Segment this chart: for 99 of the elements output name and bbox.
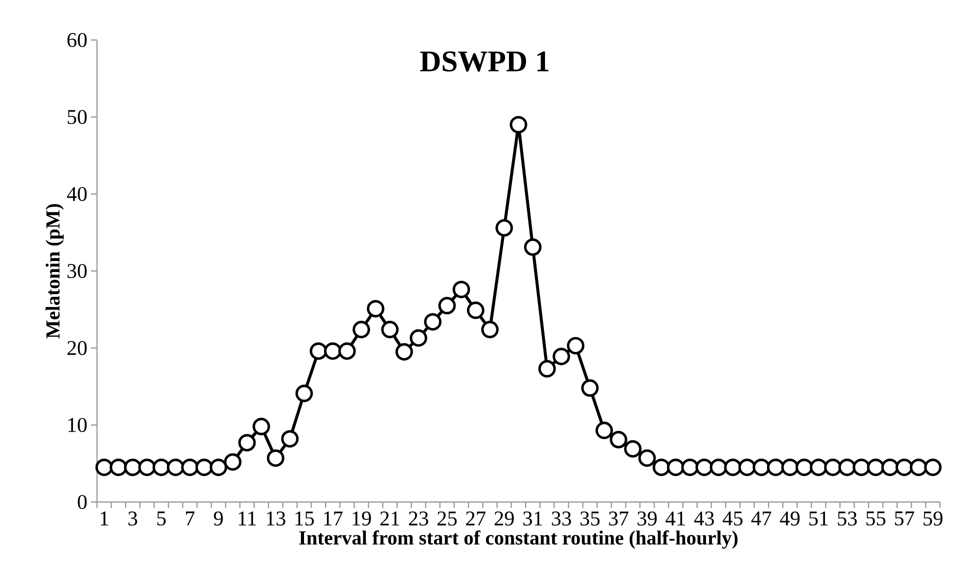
point [666,458,684,476]
point [324,342,342,360]
point [210,458,228,476]
point [295,384,313,402]
point [510,116,528,134]
x-tick-label: 59 [924,512,942,526]
x-tick-label: 51 [809,512,828,526]
x-tick-label: 41 [666,512,685,526]
point [395,343,413,361]
x-tick-label: 11 [238,512,256,526]
point [924,458,942,476]
x-tick-label: 23 [408,512,428,526]
point [910,458,928,476]
x-tick-label: 25 [438,512,457,526]
point [566,336,584,354]
x-tick-label: 45 [722,512,742,526]
y-tick-label: 60 [67,32,87,48]
point [881,458,899,476]
point [738,458,756,476]
chart-title: DSWPD 1 [420,51,548,72]
x-tick-label: 37 [609,512,628,526]
y-tick-label: 0 [78,494,87,510]
point [110,458,128,476]
x-tick-label: 57 [895,512,914,526]
point [181,458,199,476]
point [281,430,299,448]
point [124,458,142,476]
point [138,458,156,476]
x-tick-label: 5 [157,512,166,526]
point [224,453,242,471]
point [238,434,256,452]
x-tick-label: 13 [266,512,286,526]
point [195,458,213,476]
y-tick-label: 40 [66,186,87,202]
point [366,300,384,318]
x-tick-label: 43 [694,512,714,526]
point [896,458,914,476]
x-tick-label: 27 [466,512,486,526]
y-tick-label: 10 [68,418,87,432]
y-tick-label: 20 [67,340,87,356]
point [481,320,499,338]
point [95,458,113,476]
x-axis-title: Interval from start of constant routine (half-hourly) [299,530,738,549]
point [866,458,884,476]
y-axis-title: Melatonin (pM) [46,204,64,338]
x-tick-label: 1 [100,512,108,526]
point [810,458,828,476]
point [638,449,656,467]
x-tick-label: 9 [214,512,223,526]
point [338,342,356,360]
point [466,302,484,320]
point [538,360,556,378]
x-tick-label: 15 [296,512,314,526]
x-tick-label: 29 [494,512,514,526]
point [781,458,799,476]
point [252,418,270,436]
x-tick-label: 53 [838,512,857,526]
point [424,313,442,331]
point [796,458,814,476]
point [766,458,784,476]
x-tick-label: 7 [186,512,194,526]
point [624,440,642,458]
point [452,280,470,298]
point [838,458,856,476]
point [681,458,699,476]
point [652,458,670,476]
point [552,348,570,366]
point [438,296,456,314]
x-tick-label: 17 [324,512,343,526]
point [266,449,284,467]
point [610,430,628,448]
point [524,238,542,256]
x-tick-label: 47 [751,512,772,526]
x-tick-label: 39 [638,512,657,526]
point [581,379,599,397]
point [852,458,870,476]
x-tick-label: 21 [380,512,400,526]
x-tick-label: 33 [552,512,572,526]
point [166,458,184,476]
y-tick-label: 50 [68,110,87,124]
point [352,320,370,338]
x-tick-label: 3 [128,512,138,526]
point [724,458,742,476]
point [696,458,713,476]
point [152,458,170,476]
point [310,342,328,360]
y-tick-label: 30 [68,264,87,278]
x-tick-label: 49 [780,512,800,526]
x-tick-label: 19 [352,512,371,526]
point [381,320,399,338]
point [824,458,842,476]
point [752,458,770,476]
x-tick-label: 35 [580,512,600,526]
x-tick-label: 55 [866,512,886,526]
point [410,329,428,347]
point [595,422,613,440]
x-tick-label: 31 [523,512,542,526]
point [495,219,513,237]
point [710,458,728,476]
